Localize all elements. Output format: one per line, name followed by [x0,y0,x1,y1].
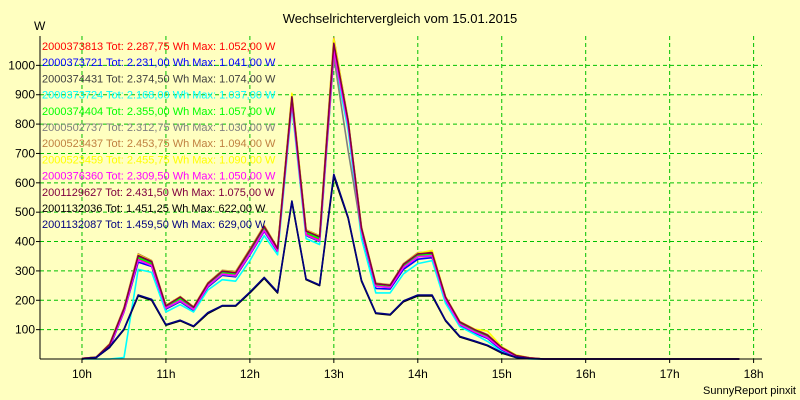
x-tick-label-3: 13h [324,367,344,381]
legend-entry-6: 2000523437 Tot: 2.453,75 Wh Max: 1.094,0… [42,138,276,150]
x-tick-label-0: 10h [72,367,92,381]
y-tick-label-3: 400 [15,235,35,249]
y-tick-label-2: 300 [15,264,35,278]
legend-entry-11: 2001132087 Tot: 1.459,50 Wh Max: 629,00 … [42,219,266,231]
legend-entry-8: 2000376360 Tot: 2.309,50 Wh Max: 1.050,0… [42,171,276,183]
legend-entry-10: 2001132036 Tot: 1.451,25 Wh Max: 622,00 … [42,203,266,215]
legend-entry-5: 2000502737 Tot: 2.312,75 Wh Max: 1.030,0… [42,122,276,134]
legend-entry-7: 2000523459 Tot: 2.455,75 Wh Max: 1.090,0… [42,154,276,166]
y-tick-label-1: 200 [15,293,35,307]
grid-layer [40,36,762,359]
y-tick-label-0: 100 [15,323,35,337]
x-tick-label-1: 11h [156,367,175,381]
y-axis-label: W [34,19,46,33]
chart-title: Wechselrichtervergleich vom 15.01.2015 [283,11,518,26]
x-tick-label-2: 12h [240,367,260,381]
x-tick-label-6: 16h [576,367,596,381]
legend-entry-9: 2001129627 Tot: 2.431,50 Wh Max: 1.075,0… [42,187,275,199]
x-tick-label-8: 18h [744,367,764,381]
legend-entry-0: 2000373813 Tot: 2.287,75 Wh Max: 1.052,0… [42,41,276,53]
x-tick-label-5: 15h [492,367,512,381]
legend-entry-3: 2000373724 Tot: 2.168,00 Wh Max: 1.037,0… [42,90,276,102]
x-tick-label-4: 14h [408,367,428,381]
legend-entry-1: 2000373721 Tot: 2.231,00 Wh Max: 1.041,0… [42,57,276,69]
y-tick-label-5: 600 [15,176,35,190]
x-tick-label-7: 17h [660,367,680,381]
y-tick-label-8: 900 [15,88,35,102]
footer-credit: SunnyReport pinxit [703,385,796,397]
legend: 2000373813 Tot: 2.287,75 Wh Max: 1.052,0… [42,41,276,231]
axis-layer: 10h 11h 12h 13h 14h 15h 16h 17h 18h 100 200 300 400 5… [8,36,764,381]
y-tick-label-4: 500 [15,205,35,219]
y-tick-label-6: 700 [15,146,35,160]
y-tick-label-7: 800 [15,117,35,131]
legend-entry-2: 2000374431 Tot: 2.374,50 Wh Max: 1.074,0… [42,73,276,85]
y-tick-label-9: 1000 [8,58,35,72]
legend-entry-4: 2000374404 Tot: 2.355,00 Wh Max: 1.057,0… [42,106,276,118]
